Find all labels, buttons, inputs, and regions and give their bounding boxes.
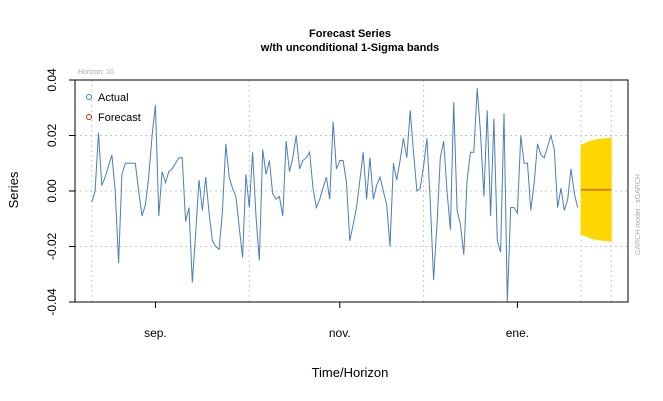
y-tick-label: -0.02 (45, 233, 59, 261)
legend-label-actual: Actual (98, 92, 129, 104)
y-axis-label: Series (6, 171, 21, 208)
x-tick-label: ene. (506, 326, 529, 340)
y-tick-label: -0.04 (45, 288, 59, 316)
series-line-actual (91, 88, 579, 303)
series-lines (91, 88, 612, 303)
x-tick-label: sep. (144, 326, 167, 340)
side-note: GARCH model : sGARCH (635, 174, 642, 255)
legend: Actual Forecast (86, 92, 141, 124)
legend-marker-forecast (86, 114, 92, 120)
chart-subtitle: w/th unconditional 1-Sigma bands (260, 42, 439, 54)
y-tick-label: 0.00 (45, 179, 59, 203)
horizon-label: Horizon: 10 (78, 69, 114, 76)
chart-title: Forecast Series (309, 28, 391, 40)
axes: -0.04 -0.02 0.00 0.02 0.04 sep. nov. ene. (45, 68, 529, 340)
legend-marker-actual (86, 94, 92, 100)
legend-label-forecast: Forecast (98, 112, 141, 124)
y-tick-label: 0.04 (45, 68, 59, 92)
x-axis-label: Time/Horizon (312, 365, 389, 380)
x-tick-label: nov. (329, 326, 351, 340)
y-tick-label: 0.02 (45, 123, 59, 147)
plot-frame (74, 79, 629, 303)
